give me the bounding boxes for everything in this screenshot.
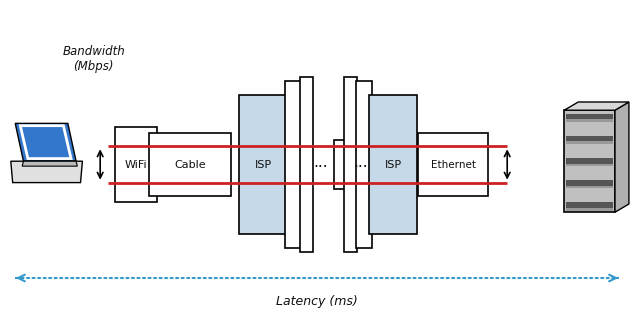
Bar <box>566 136 613 144</box>
Text: ...: ... <box>353 155 368 170</box>
Text: Ethernet: Ethernet <box>431 160 476 169</box>
Bar <box>149 133 231 196</box>
Text: WiFi: WiFi <box>125 160 148 169</box>
Bar <box>239 95 287 234</box>
Bar <box>344 77 357 252</box>
Bar <box>566 119 613 122</box>
Polygon shape <box>564 102 629 110</box>
Bar <box>418 133 488 196</box>
Bar <box>285 81 301 248</box>
Bar <box>566 164 613 166</box>
Bar <box>566 208 613 211</box>
Text: Bandwidth
(Mbps): Bandwidth (Mbps) <box>63 45 125 73</box>
Polygon shape <box>11 161 82 183</box>
Polygon shape <box>20 126 71 159</box>
Polygon shape <box>22 161 77 166</box>
Text: Cable: Cable <box>174 160 206 169</box>
Bar <box>115 127 157 202</box>
Bar <box>566 202 613 211</box>
Bar <box>300 77 313 252</box>
Bar <box>356 81 372 248</box>
Text: ISP: ISP <box>384 160 402 169</box>
Bar <box>149 146 231 183</box>
Bar <box>369 95 417 234</box>
Bar <box>564 110 615 212</box>
Bar <box>566 158 613 166</box>
Bar <box>566 141 613 144</box>
Polygon shape <box>15 123 76 161</box>
Bar <box>566 186 613 188</box>
Text: ...: ... <box>313 155 328 170</box>
Text: ISP: ISP <box>254 160 272 169</box>
Bar <box>566 114 613 122</box>
Bar <box>334 140 347 189</box>
Bar <box>566 180 613 188</box>
Text: Latency (ms): Latency (ms) <box>276 294 358 308</box>
Polygon shape <box>615 102 629 212</box>
